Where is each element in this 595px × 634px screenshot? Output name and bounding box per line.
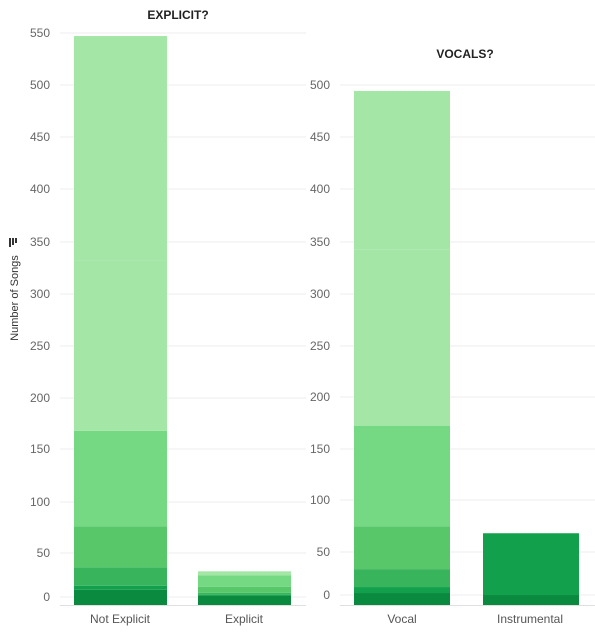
y-tick-label: 350: [310, 235, 330, 249]
y-tick-label: 550: [30, 26, 50, 40]
bar-base[interactable]: [198, 598, 291, 605]
y-tick-label: 500: [310, 78, 330, 92]
bar-segment[interactable]: [354, 593, 450, 598]
y-tick-label: 450: [30, 130, 50, 144]
bar-segment[interactable]: [198, 571, 291, 576]
y-tick-label: 400: [30, 182, 50, 196]
y-tick-label: 450: [310, 130, 330, 144]
bar-segment[interactable]: [354, 587, 450, 594]
y-tick-label: 200: [310, 390, 330, 404]
y-tick-label: 400: [310, 182, 330, 196]
y-tick-label: 150: [30, 442, 50, 456]
bar-segment[interactable]: [198, 575, 291, 587]
bar-segment[interactable]: [198, 586, 291, 593]
panel-title: VOCALS?: [436, 47, 493, 61]
bar-segment[interactable]: [74, 567, 167, 586]
category-label: Vocal: [387, 612, 416, 626]
bar-segment[interactable]: [354, 569, 450, 588]
y-tick-label: 350: [30, 235, 50, 249]
y-tick-label: 300: [30, 287, 50, 301]
bar-base[interactable]: [354, 598, 450, 605]
category-label: Explicit: [225, 612, 264, 626]
y-tick-label: 0: [323, 588, 330, 602]
bar-segment[interactable]: [354, 249, 450, 426]
y-tick-label: 200: [30, 391, 50, 405]
bar-segment[interactable]: [74, 36, 167, 261]
bar-segment[interactable]: [198, 592, 291, 595]
bar-segment[interactable]: [354, 90, 450, 250]
y-tick-label: 0: [43, 590, 50, 604]
bar-base[interactable]: [74, 598, 167, 605]
y-tick-label: 250: [30, 339, 50, 353]
bar-base[interactable]: [483, 598, 579, 605]
y-tick-label: 100: [310, 493, 330, 507]
category-label: Instrumental: [497, 612, 563, 626]
bar-segment[interactable]: [483, 595, 579, 598]
y-tick-label: 150: [310, 442, 330, 456]
bar-segment[interactable]: [74, 585, 167, 590]
bar-segment[interactable]: [74, 589, 167, 598]
y-axis-title: Number of Songs: [9, 255, 21, 341]
bar-segment[interactable]: [354, 425, 450, 527]
y-tick-label: 250: [310, 339, 330, 353]
y-tick-label: 100: [30, 495, 50, 509]
y-tick-label: 500: [30, 78, 50, 92]
y-tick-label: 50: [37, 546, 51, 560]
bar-segment[interactable]: [74, 260, 167, 431]
y-tick-label: 300: [310, 287, 330, 301]
bar-segment[interactable]: [198, 595, 291, 598]
y-tick-label: 50: [317, 545, 331, 559]
bar-segment[interactable]: [354, 526, 450, 570]
bar-segment[interactable]: [483, 533, 579, 596]
bar-segment[interactable]: [74, 430, 167, 527]
category-label: Not Explicit: [90, 612, 151, 626]
panel-title: EXPLICIT?: [147, 8, 208, 22]
bar-segment[interactable]: [74, 526, 167, 568]
sort-descending-icon[interactable]: [9, 238, 17, 247]
bar-segment[interactable]: [198, 594, 291, 596]
